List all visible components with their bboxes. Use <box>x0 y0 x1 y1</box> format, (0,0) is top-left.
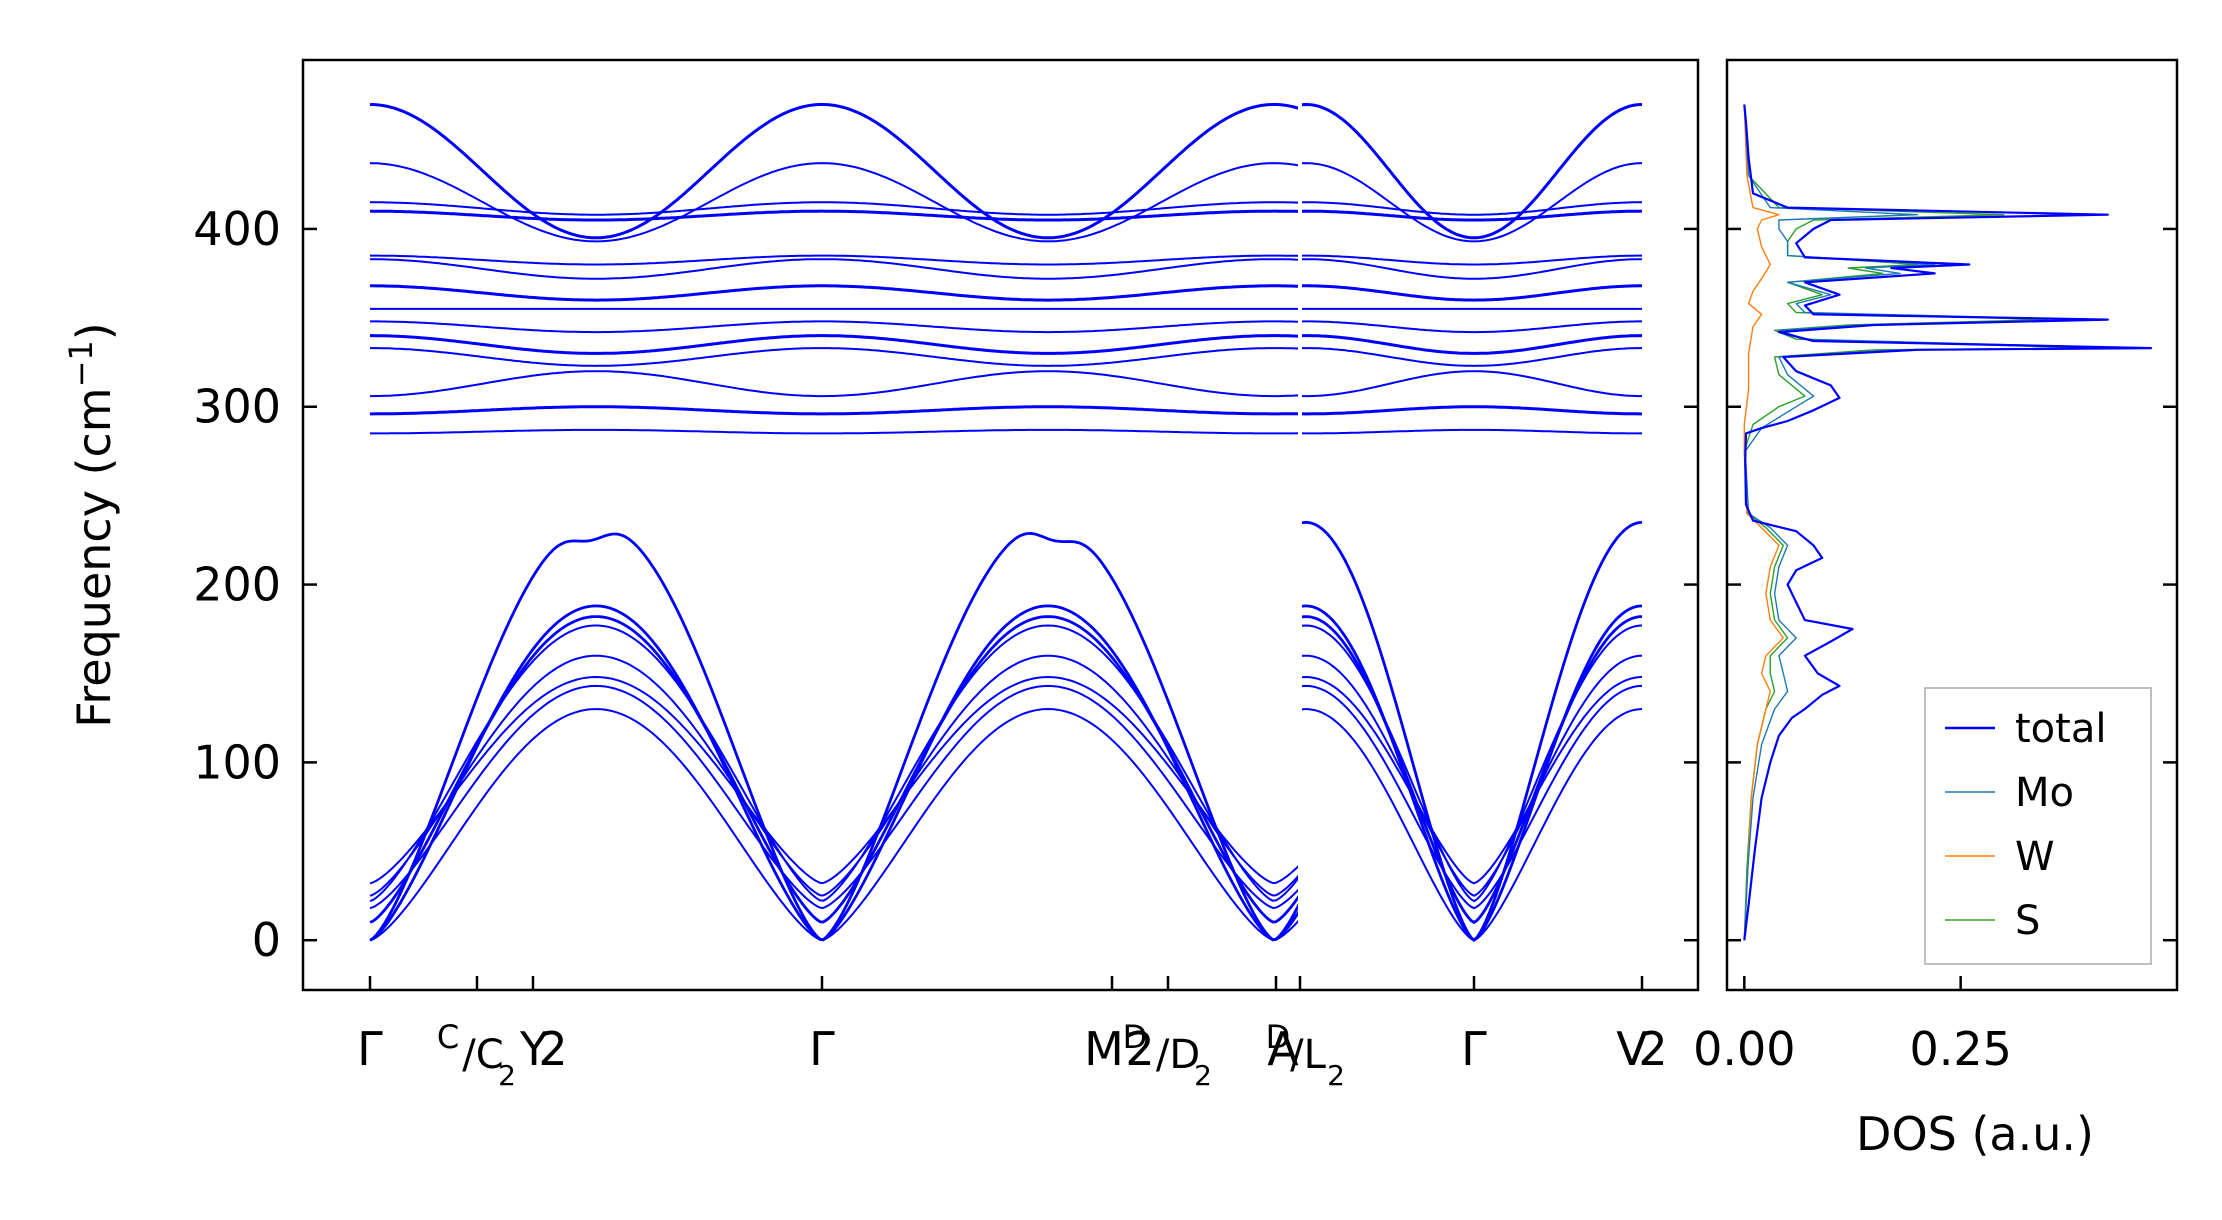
kpoint-label-v2: V <box>1616 1022 1648 1076</box>
optical-band <box>370 258 1301 280</box>
optical-band <box>370 370 1301 398</box>
acoustic-band <box>369 676 1301 885</box>
legend-label-w: W <box>2015 834 2055 880</box>
optical-band-right <box>1299 284 1642 302</box>
kpoint-label-c2: /C <box>462 1032 503 1078</box>
optical-band <box>370 103 1301 240</box>
legend: total Mo WS <box>1924 687 2152 965</box>
acoustic-band-right <box>1299 708 1643 942</box>
kpoint-label-a: A <box>1267 1022 1299 1076</box>
kpoint-label-v2-sub: 2 <box>1638 1022 1667 1076</box>
acoustic-band-right <box>1299 654 1643 897</box>
kpoint-label-gamma-3: Γ <box>1461 1022 1487 1076</box>
kpoint-label-l2-sub: 2 <box>1327 1059 1345 1092</box>
acoustic-band <box>369 654 1301 897</box>
optical-band-right <box>1300 201 1642 216</box>
y-tick-label: 200 <box>193 558 281 612</box>
kpoint-label-m2: M <box>1084 1022 1124 1076</box>
band-structure-plot: 0 100 200 300 400 Frequency (cm−1) Γ C /C 2 … <box>62 58 1700 1092</box>
kpoint-label-d2-sub: 2 <box>1194 1059 1212 1092</box>
dos-series-total <box>1743 104 2153 941</box>
band-plot-frame <box>301 58 1700 992</box>
acoustic-band <box>369 532 1302 942</box>
optical-band-right <box>1299 405 1642 416</box>
dos-x-tick-label: 0.00 <box>1693 1022 1795 1076</box>
legend-label-mo: Mo <box>2015 770 2074 816</box>
optical-band-right <box>1300 347 1642 367</box>
optical-band <box>370 405 1301 416</box>
acoustic-band <box>369 684 1301 910</box>
optical-band-right <box>1300 428 1642 435</box>
y-tick-label: 300 <box>193 380 281 434</box>
kpoint-label-gamma-2: Γ <box>809 1022 835 1076</box>
kpoint-label-gamma-1: Γ <box>357 1022 383 1076</box>
dos-lines <box>1743 104 2153 941</box>
optical-band <box>370 254 1301 266</box>
dos-x-tick-label: 0.25 <box>1909 1022 2011 1076</box>
band-lines <box>369 103 1643 942</box>
x-axis-ticks <box>368 976 1644 990</box>
y-axis-ticks: 0 100 200 300 400 <box>193 202 1698 967</box>
dos-x-axis-title: DOS (a.u.) <box>1856 1107 2094 1161</box>
kpoint-label-y2: Y <box>519 1022 549 1076</box>
y-tick-label: 100 <box>193 735 281 789</box>
optical-band-right <box>1300 320 1642 334</box>
optical-band <box>369 209 1300 222</box>
optical-band <box>370 428 1300 435</box>
kpoint-label-c2-sub: 2 <box>498 1059 516 1092</box>
y-axis-title: Frequency (cm−1) <box>62 322 121 727</box>
optical-band-right <box>1299 162 1643 243</box>
kpoint-label-d-top: D <box>1266 1018 1291 1056</box>
kpoint-label-d2: /D <box>1156 1032 1200 1078</box>
optical-band-right <box>1299 334 1642 355</box>
optical-band <box>370 201 1301 216</box>
acoustic-band <box>369 624 1301 903</box>
optical-band-right <box>1299 103 1643 240</box>
acoustic-band-right <box>1299 624 1643 903</box>
optical-band-right <box>1299 370 1642 398</box>
kpoint-label-y2-sub: 2 <box>538 1022 567 1076</box>
acoustic-band-right <box>1299 684 1643 910</box>
acoustic-band <box>369 708 1301 942</box>
dos-y-ticks <box>1727 227 2177 942</box>
optical-band <box>370 347 1301 367</box>
dos-x-ticks: 0.00 0.25 <box>1693 976 2012 1076</box>
optical-band-right <box>1300 258 1642 280</box>
optical-band-right <box>1300 209 1643 222</box>
optical-band <box>370 320 1300 334</box>
dos-plot-frame <box>1725 58 2179 992</box>
kpoint-label-m2-sub: 2 <box>1125 1022 1154 1076</box>
kpoint-label-d: D <box>1123 1018 1148 1056</box>
optical-band-right <box>1300 254 1642 266</box>
optical-band <box>369 162 1301 243</box>
legend-label-s: S <box>2015 898 2040 944</box>
kpoint-label-c: C <box>437 1018 459 1056</box>
y-tick-label: 0 <box>252 913 281 967</box>
legend-label-total: total <box>2015 706 2106 752</box>
acoustic-band-right <box>1299 615 1643 924</box>
dos-series-w <box>1743 104 1784 941</box>
acoustic-band-right <box>1299 676 1643 885</box>
optical-band <box>370 284 1301 302</box>
kpoint-labels: Γ C /C 2 Y 2 Γ M 2 D /D 2 D A /L 2 Γ V 2 <box>357 1018 1667 1092</box>
kpoint-label-l2: /L <box>1290 1032 1326 1078</box>
dos-plot: 0.00 0.25 DOS (a.u.) total Mo WS <box>1693 58 2179 1161</box>
optical-band <box>370 334 1301 355</box>
legend-box <box>1924 687 2152 965</box>
y-tick-label: 400 <box>193 202 281 256</box>
